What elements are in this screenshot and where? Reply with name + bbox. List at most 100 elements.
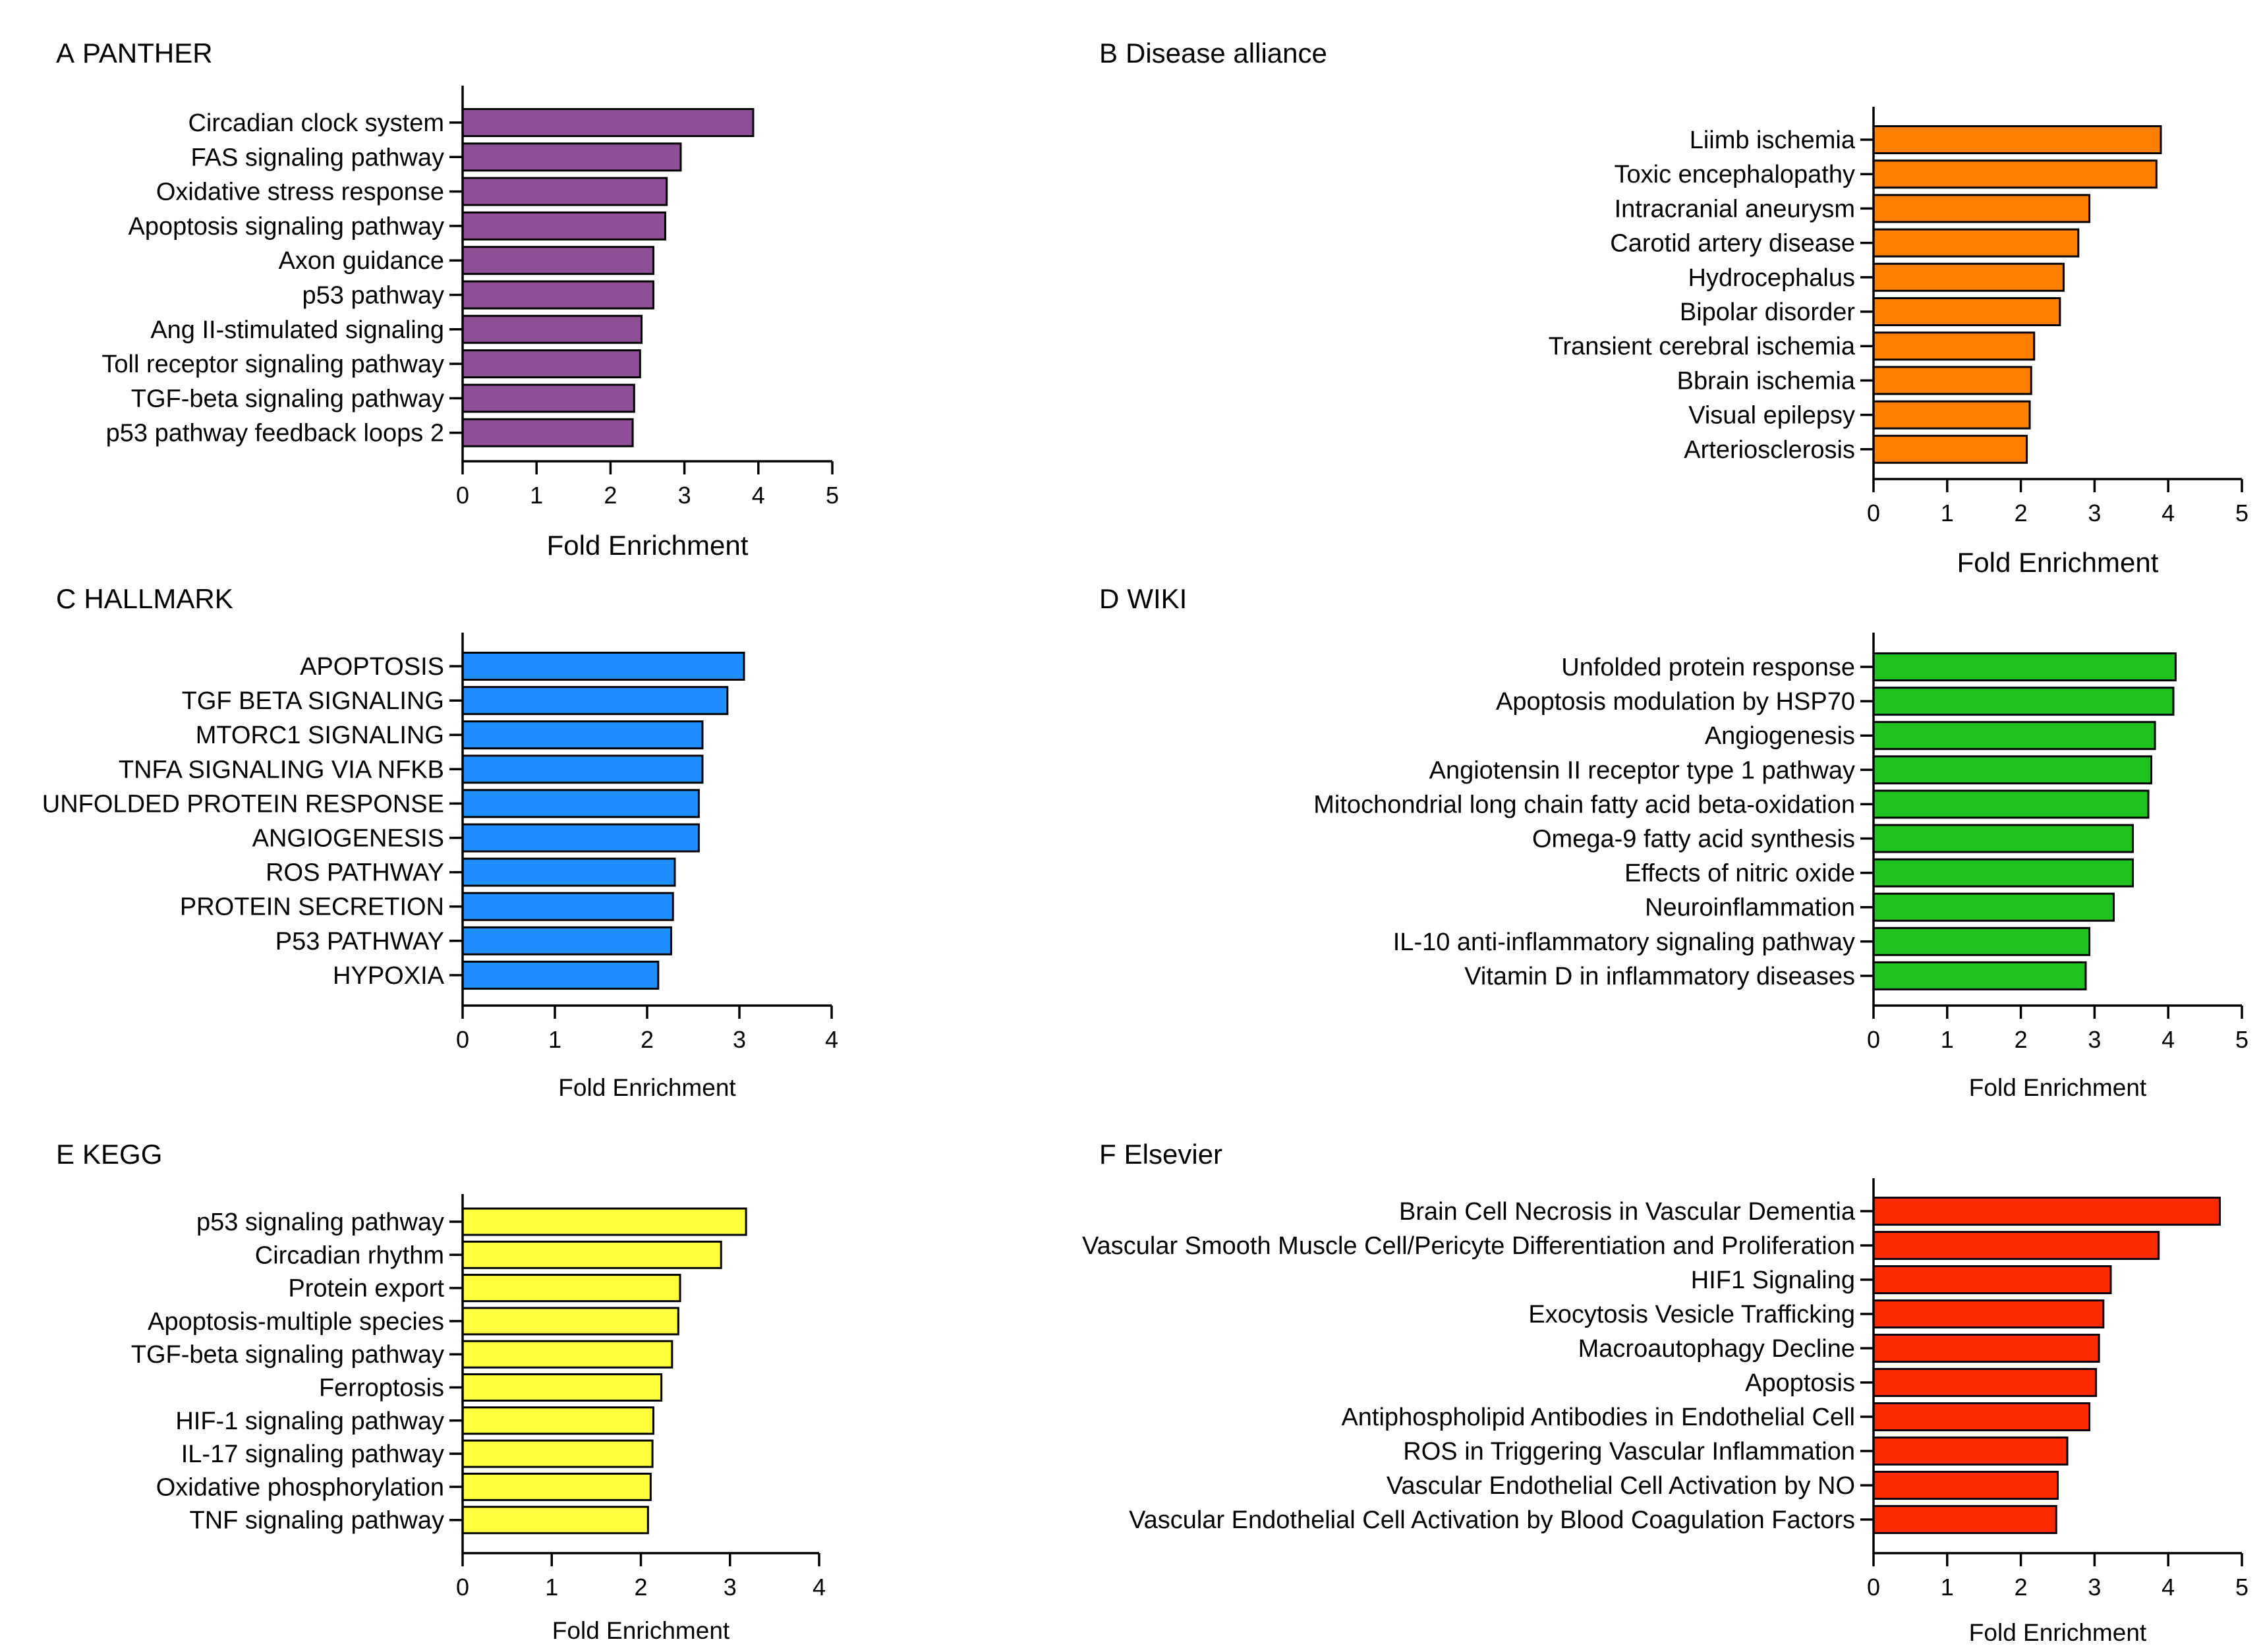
category-label: Apoptosis modulation by HSP70 bbox=[1496, 688, 1855, 716]
bar bbox=[461, 314, 643, 344]
x-tick-label: 2 bbox=[604, 482, 617, 509]
category-label: Circadian rhythm bbox=[255, 1241, 444, 1269]
panel-title: F Elsevier bbox=[1099, 1139, 1222, 1170]
x-tick-label: 4 bbox=[2161, 499, 2175, 527]
panel-name: WIKI bbox=[1127, 583, 1187, 614]
x-tick-label: 1 bbox=[1941, 1026, 1954, 1053]
bar bbox=[1872, 1334, 2100, 1363]
x-tick-label: 3 bbox=[2088, 1574, 2101, 1601]
bar bbox=[1872, 1197, 2221, 1226]
category-label: Apoptosis signaling pathway bbox=[128, 213, 444, 241]
category-label: Antiphospholipid Antibodies in Endotheli… bbox=[1341, 1404, 1855, 1431]
category-label: TGF BETA SIGNALING bbox=[182, 687, 444, 715]
bar bbox=[1872, 331, 2036, 361]
category-label: Bbrain ischemia bbox=[1677, 367, 1856, 395]
bar bbox=[1872, 1299, 2105, 1328]
x-tick-label: 0 bbox=[456, 482, 469, 509]
x-tick-label: 2 bbox=[2015, 499, 2028, 527]
panel-name: KEGG bbox=[82, 1139, 162, 1170]
category-label: HYPOXIA bbox=[333, 962, 445, 990]
x-axis-label: Fold Enrichment bbox=[547, 530, 749, 561]
bar bbox=[461, 720, 704, 750]
panel-e: E KEGG p53 signaling pathway Circadian rhyt… bbox=[56, 1139, 826, 1644]
x-tick-label: 5 bbox=[2235, 1574, 2248, 1601]
bar bbox=[461, 349, 641, 379]
category-label: Ferroptosis bbox=[319, 1375, 444, 1402]
bar bbox=[461, 1506, 649, 1535]
panel-title: A PANTHER bbox=[56, 38, 213, 69]
x-tick-label: 2 bbox=[634, 1574, 647, 1601]
bar bbox=[1872, 400, 2031, 430]
category-label: P53 PATHWAY bbox=[275, 928, 444, 955]
bar bbox=[461, 108, 755, 137]
category-label: TGF-beta signaling pathway bbox=[131, 1341, 444, 1369]
category-label: Protein export bbox=[288, 1275, 444, 1303]
bar bbox=[461, 246, 654, 275]
panel-name: Disease alliance bbox=[1126, 38, 1327, 69]
bar bbox=[1872, 434, 2028, 464]
category-label: Carotid artery disease bbox=[1610, 230, 1855, 258]
bar bbox=[461, 1274, 681, 1303]
category-label: IL-17 signaling pathway bbox=[181, 1440, 444, 1468]
bar bbox=[1872, 755, 2152, 785]
bar bbox=[461, 177, 668, 206]
bar bbox=[461, 652, 745, 681]
bar bbox=[1872, 366, 2032, 395]
category-label: HIF-1 signaling pathway bbox=[175, 1408, 444, 1435]
category-label: Vascular Smooth Muscle Cell/Pericyte Dif… bbox=[1082, 1232, 1855, 1260]
bar bbox=[461, 892, 674, 921]
panel-title: E KEGG bbox=[56, 1139, 162, 1170]
category-label: MTORC1 SIGNALING bbox=[196, 722, 444, 749]
category-label: Unfolded protein response bbox=[1561, 654, 1855, 681]
bar bbox=[1872, 194, 2091, 223]
panel-letter: C bbox=[56, 583, 76, 614]
x-tick-label: 5 bbox=[2235, 499, 2248, 527]
x-tick-label: 2 bbox=[2015, 1026, 2028, 1053]
panel-letter: E bbox=[56, 1139, 74, 1170]
category-label: ROS in Triggering Vascular Inflammation bbox=[1403, 1438, 1855, 1466]
panel-letter: D bbox=[1099, 583, 1119, 614]
category-label: TNFA SIGNALING VIA NFKB bbox=[119, 756, 444, 783]
x-axis-label: Fold Enrichment bbox=[1969, 1619, 2147, 1646]
panel-letter: F bbox=[1099, 1139, 1116, 1170]
bar bbox=[461, 280, 654, 310]
x-tick-label: 1 bbox=[545, 1574, 558, 1601]
bar bbox=[461, 686, 729, 716]
bar bbox=[461, 1340, 673, 1369]
bar bbox=[1872, 159, 2158, 189]
x-tick-label: 1 bbox=[530, 482, 543, 509]
category-label: Mitochondrial long chain fatty acid beta… bbox=[1313, 791, 1855, 818]
panel-letter: B bbox=[1099, 38, 1118, 69]
x-tick-label: 4 bbox=[825, 1026, 838, 1053]
x-tick-label: 2 bbox=[2015, 1574, 2028, 1601]
category-label: Omega-9 fatty acid synthesis bbox=[1532, 826, 1855, 853]
x-tick-label: 5 bbox=[826, 482, 839, 509]
x-tick-label: 3 bbox=[724, 1574, 737, 1601]
category-label: p53 pathway feedback loops 2 bbox=[106, 420, 444, 447]
x-axis-label: Fold Enrichment bbox=[1969, 1074, 2147, 1101]
category-label: Vascular Endothelial Cell Activation by … bbox=[1387, 1472, 1855, 1500]
bar bbox=[1872, 228, 2080, 258]
category-label: Apoptosis bbox=[1745, 1369, 1855, 1397]
bar bbox=[1872, 1437, 2069, 1466]
bar bbox=[1872, 1471, 2059, 1500]
bar bbox=[1872, 1231, 2160, 1260]
x-tick-label: 0 bbox=[456, 1574, 469, 1601]
category-label: Visual epilepsy bbox=[1688, 402, 1855, 430]
panel-f: F Elsevier Brain Cell Necrosis in Vascular… bbox=[1082, 1139, 2248, 1646]
category-label: FAS signaling pathway bbox=[191, 144, 444, 171]
category-label: Intracranial aneurysm bbox=[1615, 195, 1855, 223]
bar bbox=[1872, 652, 2177, 681]
bar bbox=[1872, 687, 2175, 716]
category-label: Toxic encephalopathy bbox=[1615, 161, 1855, 188]
category-label: Oxidative stress response bbox=[156, 179, 444, 206]
panel-title: C HALLMARK bbox=[56, 583, 233, 614]
bar bbox=[461, 211, 666, 241]
category-label: Vascular Endothelial Cell Activation by … bbox=[1129, 1506, 1855, 1534]
x-tick-label: 3 bbox=[2088, 1026, 2101, 1053]
bar bbox=[461, 1373, 663, 1402]
bar bbox=[1872, 892, 2115, 922]
category-label: Exocytosis Vesicle Trafficking bbox=[1528, 1301, 1855, 1328]
bar bbox=[461, 1472, 652, 1501]
